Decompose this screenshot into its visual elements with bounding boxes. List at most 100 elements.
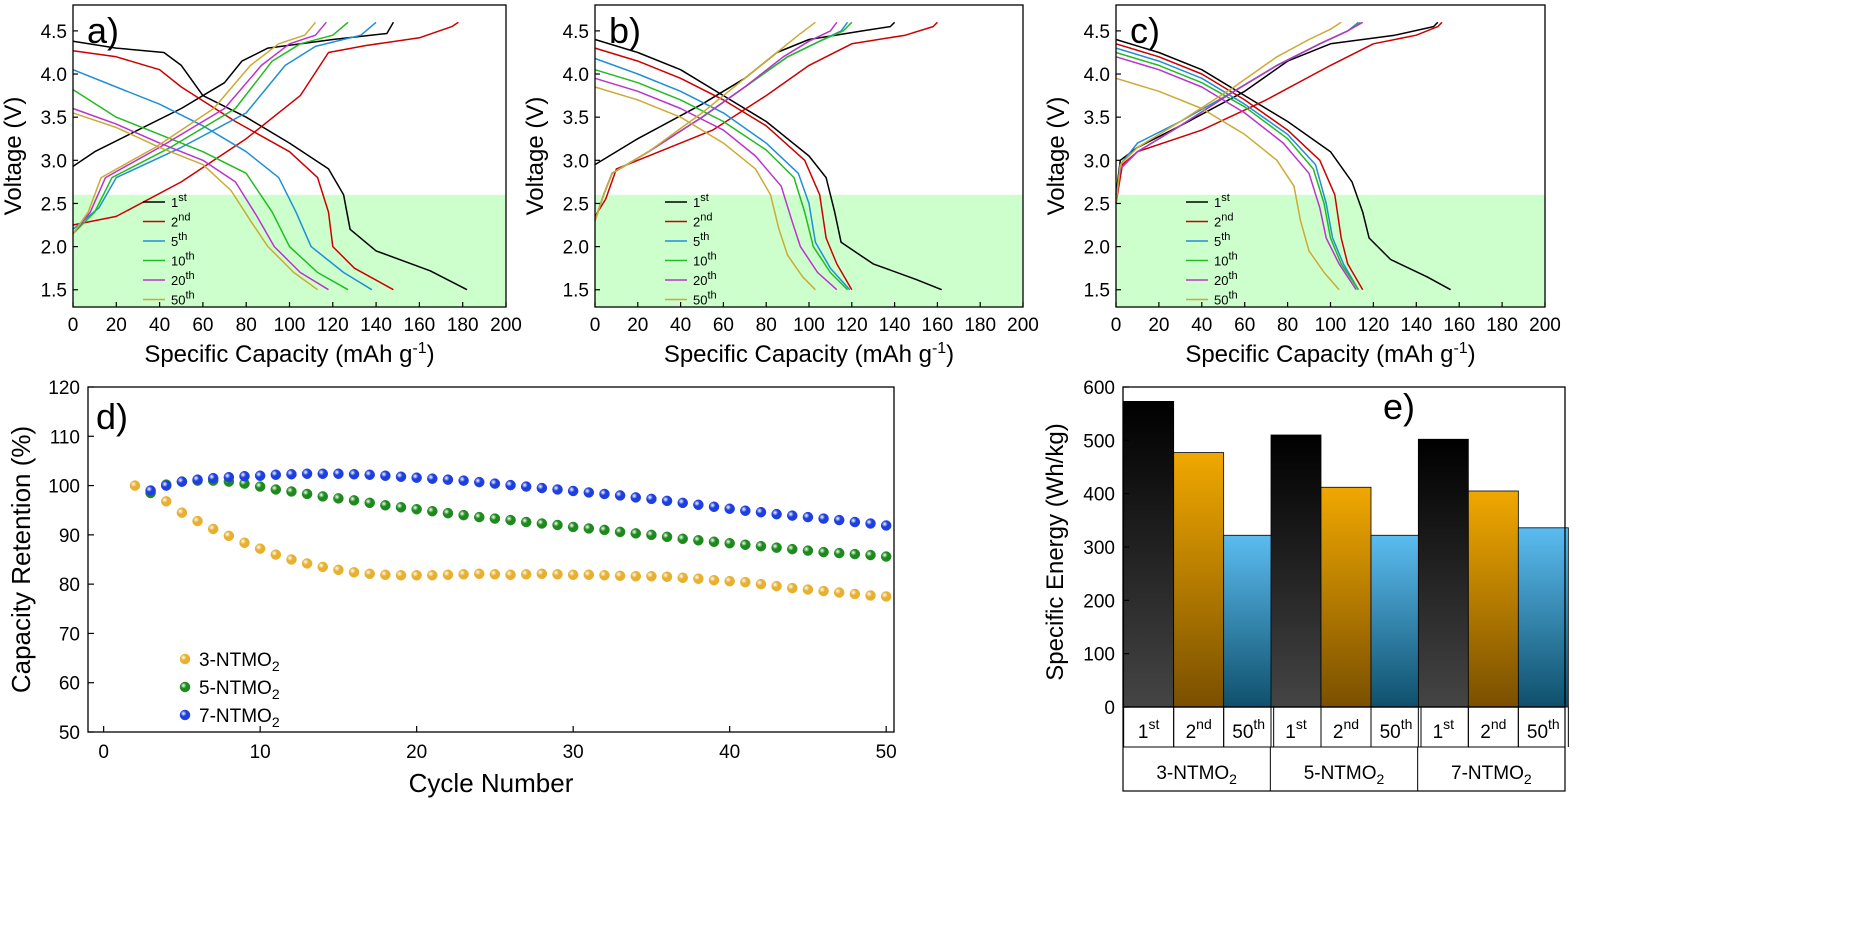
x-tick-label: 40 xyxy=(670,315,691,336)
data-point xyxy=(207,523,219,535)
y-tick-label: 80 xyxy=(59,575,80,596)
bar xyxy=(1370,534,1422,708)
retention-panel: 0 10 20 30 40 50 50 60 70 80 90 100 110 120 Cycle Numb… xyxy=(6,378,897,798)
data-point xyxy=(880,520,892,531)
curve-discharge-50th xyxy=(1115,77,1340,291)
curve-charge-1st xyxy=(72,21,395,168)
y-tick-label: 3.0 xyxy=(563,151,589,172)
data-point xyxy=(646,493,657,505)
data-point xyxy=(380,470,391,481)
curve-discharge-10th xyxy=(72,88,349,291)
y-tick-label: 2.5 xyxy=(41,194,67,215)
curve-discharge-20th xyxy=(1115,56,1357,291)
data-point xyxy=(630,571,642,582)
data-point xyxy=(489,478,501,489)
curve-charge-5th xyxy=(72,21,377,230)
curve-discharge-5th xyxy=(1115,47,1360,291)
curve-discharge-1st xyxy=(1115,38,1451,291)
data-point xyxy=(176,476,188,487)
data-point xyxy=(755,506,767,518)
data-point xyxy=(630,492,642,503)
y-tick-label: 4.0 xyxy=(1084,65,1110,86)
data-point xyxy=(802,545,814,556)
y-tick-label: 3.0 xyxy=(41,151,67,172)
data-point xyxy=(380,569,391,581)
x-tick-label: 80 xyxy=(756,315,777,336)
data-point xyxy=(865,549,876,561)
data-point xyxy=(567,521,579,533)
x-tick-label: 0 xyxy=(98,742,109,763)
legend-marker xyxy=(179,681,191,693)
curve-charge-10th xyxy=(72,21,349,235)
group-label: 7-NTMO2 xyxy=(1451,763,1532,787)
y-tick-label: 4.5 xyxy=(563,22,589,43)
data-point xyxy=(771,580,782,592)
x-tick-label: 10 xyxy=(250,742,271,763)
curve-charge-1st xyxy=(1115,21,1439,195)
bar xyxy=(1417,438,1469,708)
curve-discharge-10th xyxy=(594,68,849,291)
data-point xyxy=(505,569,516,581)
curve-charge-20th xyxy=(72,21,327,235)
bar xyxy=(1320,486,1372,708)
data-point xyxy=(207,472,219,484)
x-tick-label: 20 xyxy=(406,742,427,763)
data-point xyxy=(865,590,876,601)
data-point xyxy=(740,505,751,516)
legend-label: 1st xyxy=(1214,192,1230,210)
data-point xyxy=(849,588,861,600)
panel-label: c) xyxy=(1130,10,1160,51)
x-tick-label: 60 xyxy=(1234,315,1255,336)
data-point xyxy=(489,513,501,524)
legend-label: 10th xyxy=(171,251,195,269)
data-point xyxy=(646,529,657,541)
y-tick-label: 400 xyxy=(1083,485,1115,506)
data-point xyxy=(567,485,579,497)
panel-label: d) xyxy=(96,396,128,437)
data-point xyxy=(802,584,814,595)
data-point xyxy=(552,484,563,495)
data-point xyxy=(771,508,782,520)
x-tick-label: 200 xyxy=(490,315,522,336)
data-point xyxy=(192,474,203,485)
green-band xyxy=(595,194,1023,307)
legend-label: 20th xyxy=(171,270,195,288)
legend-label: 5th xyxy=(693,231,709,249)
data-point xyxy=(442,569,454,581)
y-tick-label: 500 xyxy=(1083,431,1115,452)
data-point xyxy=(646,571,657,582)
data-point xyxy=(239,470,250,482)
legend-label: 20th xyxy=(1214,270,1238,288)
bar-category-label: 1st xyxy=(1433,716,1455,743)
x-tick-label: 120 xyxy=(1358,315,1390,336)
data-point xyxy=(286,486,297,497)
data-point xyxy=(129,480,141,491)
data-point xyxy=(520,481,532,492)
bar xyxy=(1467,490,1519,708)
y-tick-label: 2.0 xyxy=(1084,238,1110,259)
data-point xyxy=(583,487,595,498)
x-tick-label: 80 xyxy=(236,315,257,336)
data-point xyxy=(301,468,313,479)
y-tick-label: 3.5 xyxy=(1084,108,1110,129)
x-tick-label: 180 xyxy=(1486,315,1518,336)
bar-category-label: 2nd xyxy=(1480,716,1506,743)
data-point xyxy=(661,571,673,582)
y-axis-label: Voltage (V) xyxy=(522,97,549,216)
y-tick-label: 3.5 xyxy=(41,108,67,129)
data-point xyxy=(239,537,250,548)
x-tick-label: 40 xyxy=(149,315,170,336)
curve-discharge-10th xyxy=(1115,51,1360,291)
data-point xyxy=(771,542,782,553)
group-label: 5-NTMO2 xyxy=(1304,763,1385,787)
panel-label: e) xyxy=(1383,386,1415,427)
legend-label: 10th xyxy=(1214,251,1238,269)
y-tick-label: 100 xyxy=(48,477,80,498)
data-point xyxy=(333,493,344,504)
x-tick-label: 160 xyxy=(404,315,436,336)
data-point xyxy=(380,500,391,511)
curve-discharge-50th xyxy=(594,86,816,291)
plot-frame xyxy=(87,386,895,733)
data-point xyxy=(677,572,688,583)
data-point xyxy=(536,482,548,494)
